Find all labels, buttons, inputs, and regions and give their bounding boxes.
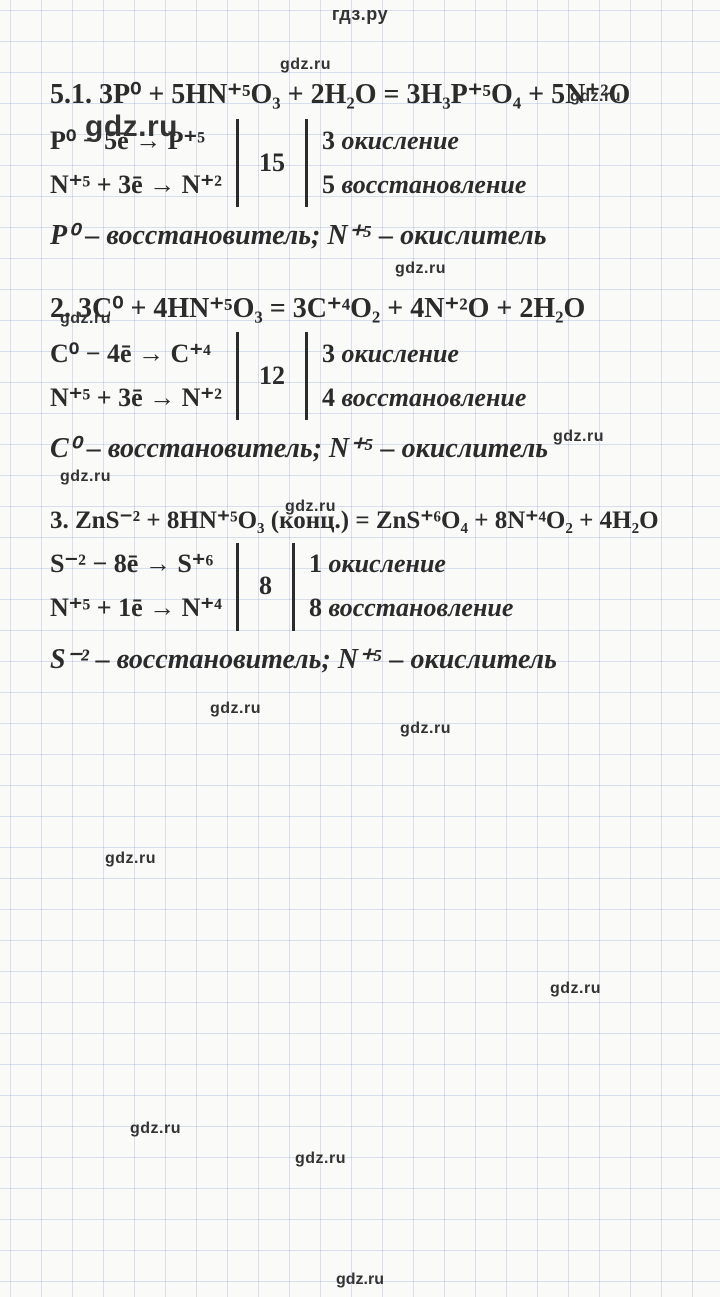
multiplier-row: 8 восстановление <box>309 587 513 631</box>
multiplier: 5 <box>322 171 335 200</box>
conclusion-line: P⁰ – восстановитель; N⁺⁵ – окислитель <box>50 221 690 252</box>
divider <box>305 332 308 420</box>
multiplier: 3 <box>322 127 335 156</box>
lcm-value: 8 <box>253 572 278 601</box>
equation-line: 2. 3C⁰ + 4HN⁺⁵O₃ = 3C⁺⁴O₂ + 4N⁺²O + 2H₂O <box>50 294 690 325</box>
watermark-text: gdz.ru <box>400 720 451 738</box>
half-reactions-left: C⁰ − 4ē → C⁺⁴ N⁺⁵ + 3ē → N⁺² <box>50 332 222 420</box>
equation-text: ZnS⁻² + 8HN⁺⁵O₃ (конц.) = ZnS⁺⁶O₄ + 8N⁺⁴… <box>75 507 659 534</box>
equation-line: 3. ZnS⁻² + 8HN⁺⁵O₃ (конц.) = ZnS⁺⁶O₄ + 8… <box>50 507 690 535</box>
half-reaction: C⁰ − 4ē → C⁺⁴ <box>50 332 222 376</box>
process-label: восстановление <box>328 594 513 623</box>
divider <box>236 119 239 207</box>
multiplier-row: 1 окисление <box>309 543 513 587</box>
content-area: 5.1. 3P⁰ + 5HN⁺⁵O₃ + 2H₂O = 3H₃P⁺⁵O₄ + 5… <box>50 50 690 1277</box>
watermark-text: gdz.ru <box>105 850 156 868</box>
multiplier: 8 <box>309 594 322 623</box>
watermark-text: gdz.ru <box>295 1150 346 1168</box>
multiplier-row: 4 восстановление <box>322 376 526 420</box>
watermark-text: gdz.ru <box>130 1120 181 1138</box>
electron-balance: S⁻² − 8ē → S⁺⁶ N⁺⁵ + 1ē → N⁺⁴ 8 1 окисле… <box>50 543 690 631</box>
lcm-value: 12 <box>253 362 291 391</box>
half-reactions-right: 1 окисление 8 восстановление <box>309 543 513 631</box>
page-title: гдз.ру <box>0 4 720 25</box>
divider <box>236 332 239 420</box>
watermark-text: gdz.ru <box>210 700 261 718</box>
multiplier: 1 <box>309 550 322 579</box>
divider <box>236 543 239 631</box>
half-reaction: N⁺⁵ + 3ē → N⁺² <box>50 163 222 207</box>
divider <box>292 543 295 631</box>
process-label: окисление <box>341 340 459 369</box>
problem-number: 3. <box>50 507 69 534</box>
bottom-watermark: gdz.ru <box>0 1271 720 1289</box>
multiplier-row: 5 восстановление <box>322 163 526 207</box>
half-reactions-right: 3 окисление 5 восстановление <box>322 119 526 207</box>
half-reaction: N⁺⁵ + 1ē → N⁺⁴ <box>50 587 222 631</box>
equation-text: 3P⁰ + 5HN⁺⁵O₃ + 2H₂O = 3H₃P⁺⁵O₄ + 5N⁺²O <box>99 79 630 110</box>
conclusion-line: S⁻² – восстановитель; N⁺⁵ – окислитель <box>50 645 690 676</box>
multiplier: 3 <box>322 340 335 369</box>
half-reaction: N⁺⁵ + 3ē → N⁺² <box>50 376 222 420</box>
watermark-text: gdz.ru <box>85 110 178 144</box>
lcm-value: 15 <box>253 149 291 178</box>
watermark-text: gdz.ru <box>553 428 604 446</box>
watermark-text: gdz.ru <box>285 498 336 516</box>
watermark-text: gdz.ru <box>395 260 446 278</box>
watermark-text: gdz.ru <box>60 310 111 328</box>
process-label: окисление <box>328 550 446 579</box>
electron-balance: C⁰ − 4ē → C⁺⁴ N⁺⁵ + 3ē → N⁺² 12 3 окисле… <box>50 332 690 420</box>
watermark-text: gdz.ru <box>570 88 621 106</box>
divider <box>305 119 308 207</box>
half-reactions-left: S⁻² − 8ē → S⁺⁶ N⁺⁵ + 1ē → N⁺⁴ <box>50 543 222 631</box>
equation-text: 3C⁰ + 4HN⁺⁵O₃ = 3C⁺⁴O₂ + 4N⁺²O + 2H₂O <box>78 293 585 324</box>
watermark-text: gdz.ru <box>60 468 111 486</box>
watermark-text: gdz.ru <box>280 56 331 74</box>
multiplier: 4 <box>322 384 335 413</box>
process-label: восстановление <box>341 171 526 200</box>
half-reactions-right: 3 окисление 4 восстановление <box>322 332 526 420</box>
process-label: окисление <box>341 127 459 156</box>
multiplier-row: 3 окисление <box>322 119 526 163</box>
problem-number: 5.1. <box>50 79 92 110</box>
problem-block: 3. ZnS⁻² + 8HN⁺⁵O₃ (конц.) = ZnS⁺⁶O₄ + 8… <box>50 507 690 675</box>
process-label: восстановление <box>341 384 526 413</box>
watermark-text: gdz.ru <box>550 980 601 998</box>
multiplier-row: 3 окисление <box>322 332 526 376</box>
half-reaction: S⁻² − 8ē → S⁺⁶ <box>50 543 222 587</box>
